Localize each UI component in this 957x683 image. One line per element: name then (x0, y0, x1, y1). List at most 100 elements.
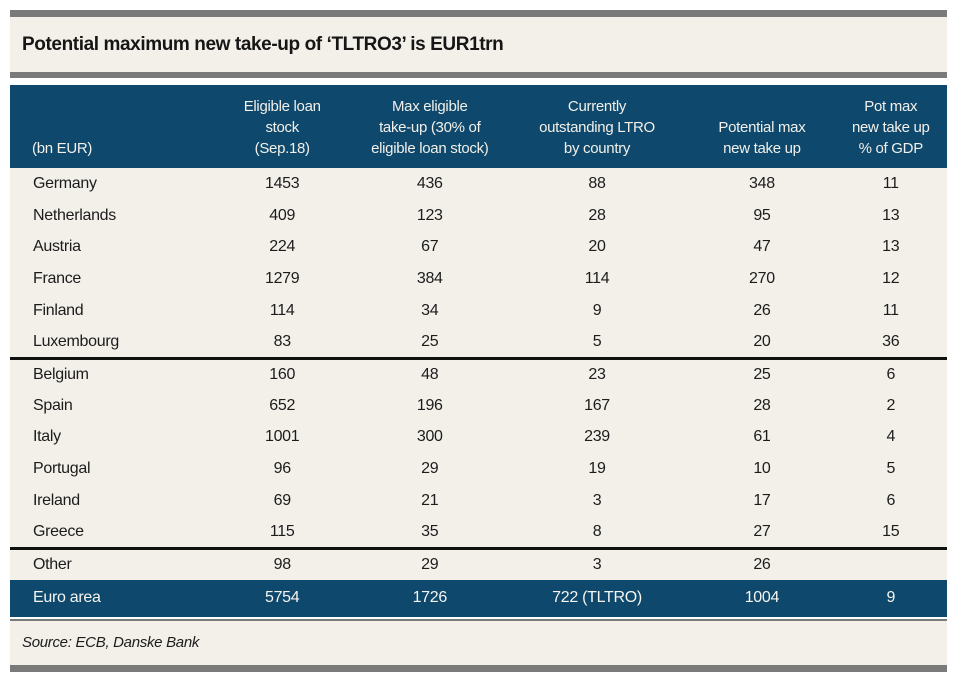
value-cell: 96 (273, 460, 292, 478)
value-cell: 17 (753, 491, 771, 509)
source-band: Source: ECB, Danske Bank (10, 620, 947, 665)
value-cell: 6 (834, 356, 947, 390)
value-cell: 300 (416, 428, 443, 446)
table-row: Ireland 69 21 3 17 6 (10, 485, 947, 517)
value-cell: 13 (882, 238, 900, 256)
country-cell: Finland (33, 301, 84, 319)
value-cell: 95 (753, 206, 771, 224)
value-cell: 3 (504, 546, 690, 580)
value-cell: 9 (592, 301, 602, 319)
title-divider (10, 72, 947, 78)
table-header-row: (bn EUR) Eligible loan stock (Sep.18) Ma… (10, 85, 947, 168)
value-cell: 69 (273, 491, 292, 509)
header-max-eligible-takeup: Max eligible take-up (30% of eligible lo… (354, 85, 505, 168)
value-cell: 36 (882, 332, 900, 350)
table-row: Finland 114 34 9 26 11 (10, 295, 947, 327)
value-cell: 26 (689, 546, 835, 580)
value-cell: 652 (269, 396, 296, 414)
value-cell: 384 (416, 269, 443, 287)
value-cell: 19 (588, 460, 606, 478)
country-cell: Germany (33, 174, 97, 192)
country-cell: Greece (33, 522, 84, 540)
table-row: Belgium 160 48 23 25 6 (10, 356, 947, 390)
value-cell: 25 (689, 356, 835, 390)
value-cell: 15 (882, 522, 900, 540)
value-cell: 5 (886, 460, 896, 478)
table-total: Euro area 5754 1726 722 (TLTRO) 1004 9 (10, 579, 947, 617)
value-cell: 25 (421, 332, 439, 350)
total-value-cell: 1004 (689, 579, 835, 617)
country-cell: Luxembourg (33, 332, 119, 350)
value-cell: 196 (416, 396, 443, 414)
spacer (10, 78, 947, 85)
value-cell: 12 (882, 269, 900, 287)
value-cell: 6 (886, 491, 896, 509)
country-cell: Netherlands (33, 206, 116, 224)
table-row: Luxembourg 83 25 5 20 36 (10, 326, 947, 358)
total-value-cell: 5754 (209, 579, 355, 617)
value-cell: 11 (882, 174, 899, 192)
value-cell: 98 (209, 546, 355, 580)
value-cell: 83 (273, 332, 292, 350)
value-cell: 239 (584, 428, 610, 446)
country-cell: Portugal (33, 460, 91, 478)
value-cell: 114 (269, 301, 295, 319)
total-row: Euro area 5754 1726 722 (TLTRO) 1004 9 (10, 579, 947, 617)
title-band: Potential maximum new take-up of ‘TLTRO3… (10, 17, 947, 72)
value-cell: 29 (421, 460, 439, 478)
value-cell: 23 (504, 356, 690, 390)
value-cell: 88 (588, 174, 606, 192)
country-cell: France (33, 269, 81, 287)
header-eligible-loan-stock: Eligible loan stock (Sep.18) (209, 85, 355, 168)
value-cell: 47 (753, 238, 771, 256)
value-cell: 10 (753, 460, 771, 478)
value-cell: 115 (269, 522, 295, 540)
country-cell: Spain (33, 396, 73, 414)
value-cell: 270 (749, 269, 775, 287)
table-row: Italy 1001 300 239 61 4 (10, 422, 947, 454)
value-cell: 160 (209, 356, 355, 390)
country-cell: Italy (33, 428, 61, 446)
value-cell: 123 (416, 206, 443, 224)
country-cell: Austria (33, 238, 81, 256)
value-cell: 26 (753, 301, 771, 319)
footer-rule (10, 618, 947, 621)
value-cell: 409 (269, 206, 296, 224)
header-pot-max-pct-gdp: Pot max new take up % of GDP (834, 85, 947, 168)
value-cell (834, 546, 947, 580)
total-value-cell: 722 (TLTRO) (504, 579, 690, 617)
value-cell: 167 (584, 396, 610, 414)
value-cell: 20 (588, 238, 606, 256)
spacer (10, 616, 947, 619)
value-cell: 3 (592, 491, 602, 509)
value-cell: 4 (886, 428, 896, 446)
value-cell: 8 (592, 522, 602, 540)
top-rule (10, 10, 947, 17)
country-cell: Other (10, 546, 210, 580)
source-text: Source: ECB, Danske Bank (22, 634, 200, 652)
header-potential-max-new-takeup: Potential max new take up (689, 85, 835, 168)
value-cell: 29 (354, 546, 505, 580)
header-outstanding-ltro: Currently outstanding LTRO by country (504, 85, 690, 168)
value-cell: 11 (882, 301, 899, 319)
value-cell: 28 (588, 206, 606, 224)
value-cell: 27 (753, 522, 771, 540)
table-row: France 1279 384 114 270 12 (10, 263, 947, 295)
value-cell: 20 (753, 332, 771, 350)
value-cell: 1279 (264, 269, 300, 287)
value-cell: 114 (584, 269, 610, 287)
value-cell: 61 (753, 428, 771, 446)
value-cell: 34 (421, 301, 439, 319)
header-unit-label: (bn EUR) (10, 85, 210, 168)
page-title: Potential maximum new take-up of ‘TLTRO3… (22, 33, 504, 55)
value-cell: 21 (421, 491, 439, 509)
country-cell: Ireland (33, 491, 80, 509)
table-row: Netherlands 409 123 28 95 13 (10, 200, 947, 232)
value-cell: 1001 (264, 428, 300, 446)
value-cell: 5 (592, 332, 602, 350)
total-value-cell: 9 (834, 579, 947, 617)
total-label: Euro area (10, 579, 210, 617)
table-row: Portugal 96 29 19 10 5 (10, 453, 947, 485)
value-cell: 13 (882, 206, 900, 224)
